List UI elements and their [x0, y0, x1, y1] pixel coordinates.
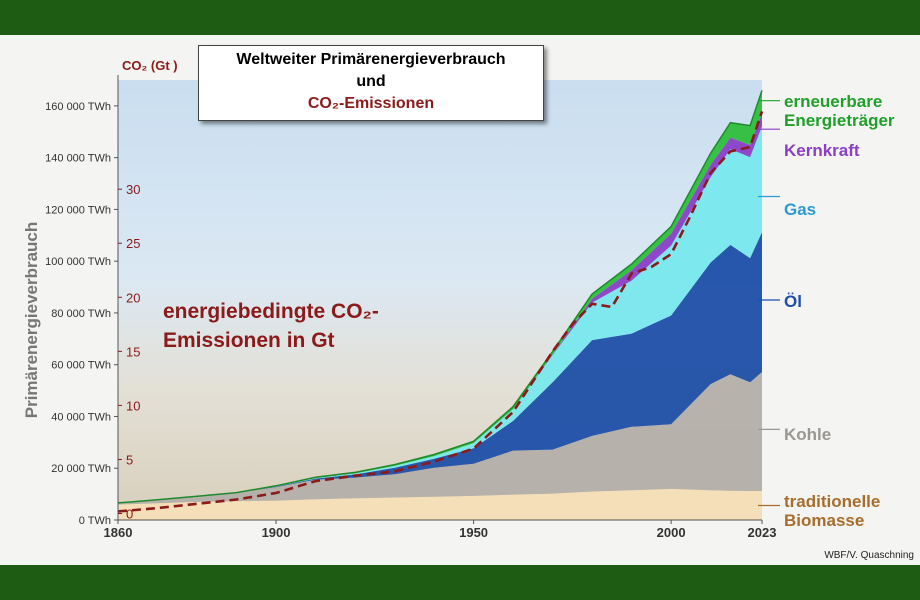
co2-tick-label: 10 — [126, 398, 140, 413]
chart-stage: 0 TWh 20 000 TWh 40 000 TWh 60 000 TWh 80 00… — [0, 35, 920, 565]
chart-title: Weltweiter Primärenergieverbrauch und CO… — [198, 45, 544, 121]
label-erneuerbare: erneuerbare — [784, 92, 882, 111]
label-oel: Öl — [784, 292, 802, 311]
co2-line — [117, 110, 764, 513]
energy-chart: 0 TWh 20 000 TWh 40 000 TWh 60 000 TWh 80 00… — [22, 58, 895, 540]
title-line-1: Weltweiter Primärenergieverbrauch — [236, 51, 506, 68]
co2-tick-label: 0 — [126, 507, 133, 522]
co2-label-line-1: energiebedingte CO₂- — [163, 300, 379, 323]
x-tick-label: 2000 — [657, 525, 686, 540]
title-line-2: und — [356, 73, 386, 90]
y-tick-label: 120 000 TWh — [45, 204, 111, 216]
title-line-3: CO₂-Emissionen — [307, 95, 435, 112]
stacked-areas — [117, 90, 764, 520]
x-tick-label: 1950 — [459, 525, 488, 540]
x-tick-label: 2023 — [748, 525, 777, 540]
area-kohle — [118, 372, 762, 505]
area-gas — [118, 126, 762, 503]
y-tick-label: 20 000 TWh — [51, 463, 111, 475]
y-tick-label: 140 000 TWh — [45, 153, 111, 165]
source-credit: WBF/V. Quaschning — [824, 550, 914, 561]
area-biomasse — [118, 488, 762, 520]
y-tick-label: 60 000 TWh — [51, 360, 111, 372]
y-axis-title: Primärenergieverbrauch — [22, 222, 41, 419]
axes: 0 TWh 20 000 TWh 40 000 TWh 60 000 TWh 80 00… — [22, 58, 776, 540]
label-erneuerbare: Energieträger — [784, 111, 895, 130]
y-tick-label: 40 000 TWh — [51, 411, 111, 423]
co2-axis-title: CO₂ (Gt ) — [122, 58, 178, 73]
co2-label-line-2: Emissionen in Gt — [163, 329, 335, 352]
label-gas: Gas — [784, 200, 816, 219]
label-kohle: Kohle — [784, 425, 831, 444]
label-biomasse: Biomasse — [784, 511, 864, 530]
label-biomasse: traditionelle — [784, 492, 880, 511]
y-tick-label: 80 000 TWh — [51, 308, 111, 320]
co2-tick-label: 15 — [126, 344, 140, 359]
y-tick-label: 160 000 TWh — [45, 101, 111, 113]
y-tick-label: 100 000 TWh — [45, 256, 111, 268]
y-tick-label: 0 TWh — [79, 515, 111, 527]
co2-tick-label: 25 — [126, 236, 140, 251]
total-outline — [117, 90, 763, 504]
co2-tick-label: 5 — [126, 452, 133, 467]
x-tick-label: 1860 — [104, 525, 133, 540]
area-oel — [118, 232, 762, 503]
x-tick-label: 1900 — [262, 525, 291, 540]
label-kernkraft: Kernkraft — [784, 141, 860, 160]
co2-tick-label: 30 — [126, 182, 140, 197]
co2-tick-label: 20 — [126, 290, 140, 305]
